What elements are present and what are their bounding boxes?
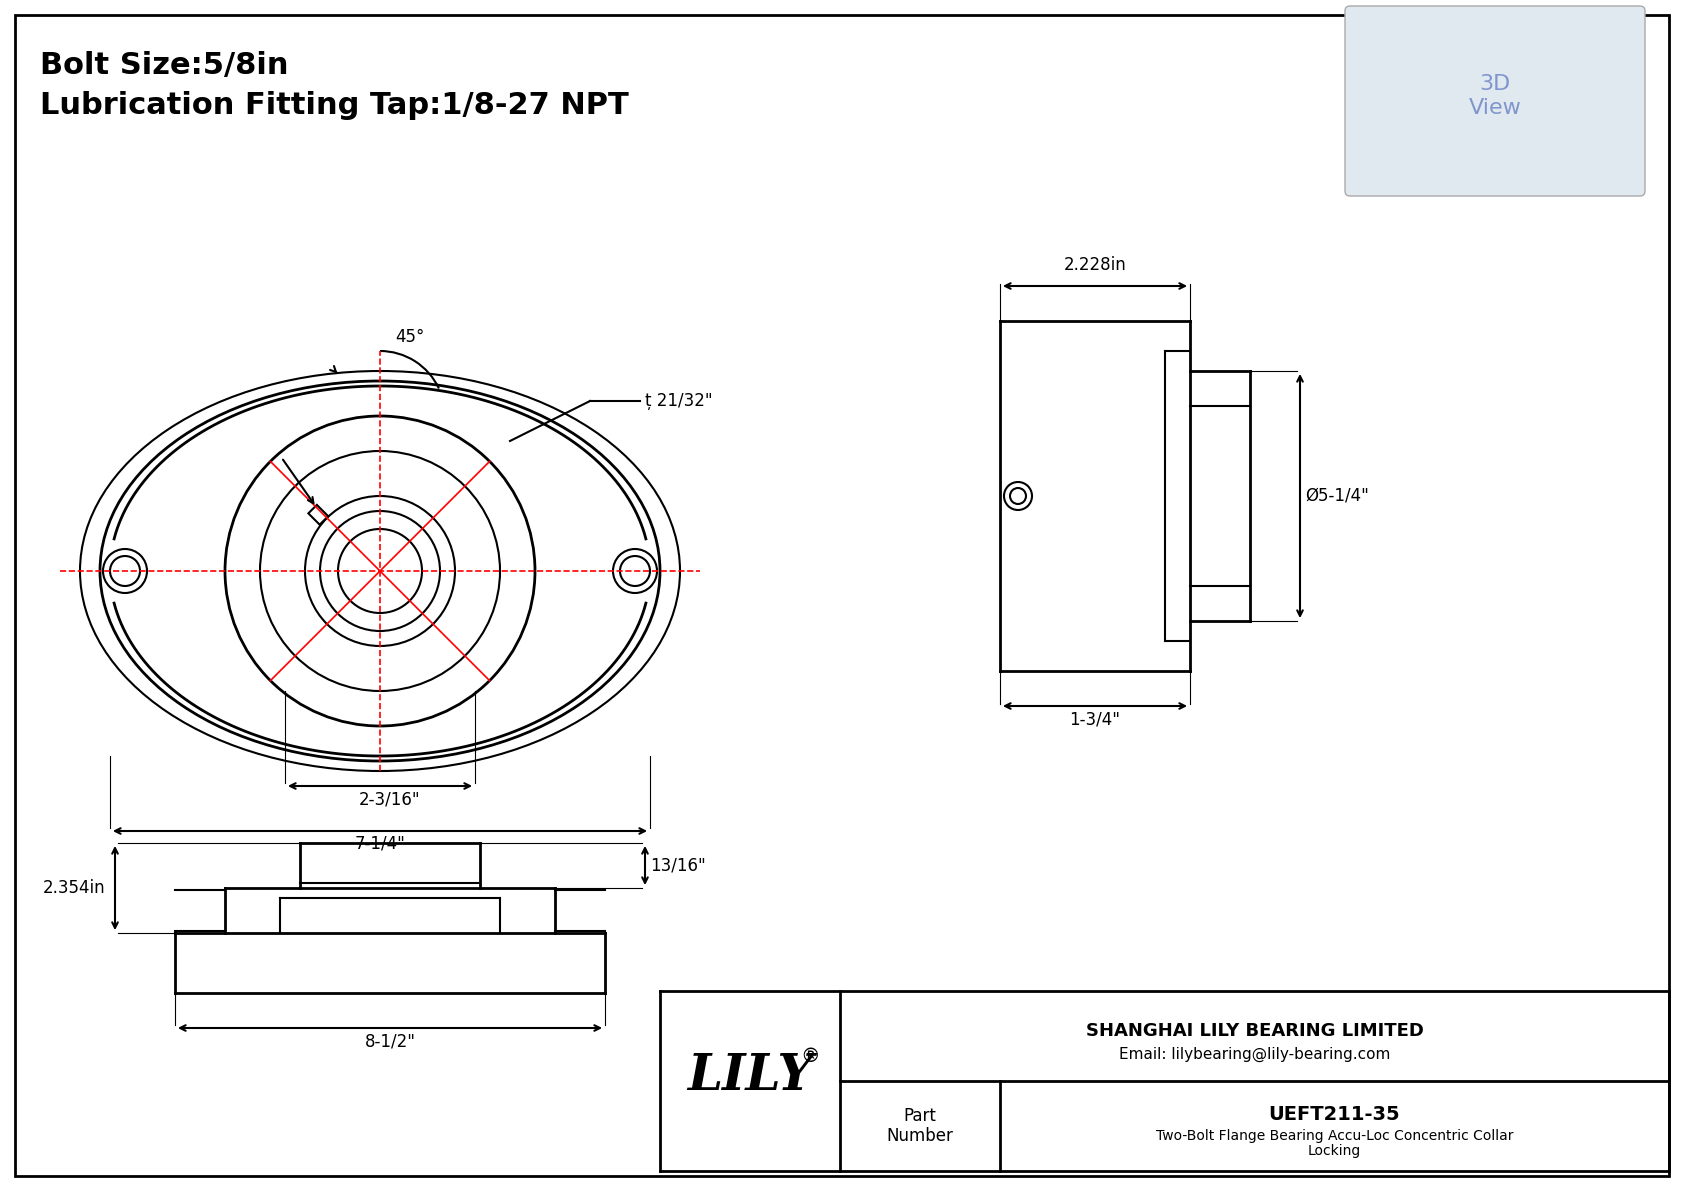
- Text: Bolt Size:5/8in: Bolt Size:5/8in: [40, 51, 288, 80]
- Text: ®: ®: [800, 1047, 820, 1066]
- Text: Two-Bolt Flange Bearing Accu-Loc Concentric Collar: Two-Bolt Flange Bearing Accu-Loc Concent…: [1155, 1129, 1514, 1143]
- Text: 7-1/4": 7-1/4": [355, 835, 406, 853]
- FancyBboxPatch shape: [1346, 6, 1645, 197]
- Text: 13/16": 13/16": [650, 856, 706, 874]
- Text: 8-1/2": 8-1/2": [364, 1031, 416, 1050]
- Text: 45°: 45°: [396, 328, 424, 347]
- Text: 2-3/16": 2-3/16": [359, 790, 421, 807]
- Text: LILY: LILY: [687, 1052, 813, 1100]
- Text: ț 21/32": ț 21/32": [645, 392, 712, 410]
- Text: 3D
View: 3D View: [1468, 74, 1521, 118]
- Text: Lubrication Fitting Tap:1/8-27 NPT: Lubrication Fitting Tap:1/8-27 NPT: [40, 91, 628, 120]
- Text: Ø5-1/4": Ø5-1/4": [1305, 487, 1369, 505]
- Text: SHANGHAI LILY BEARING LIMITED: SHANGHAI LILY BEARING LIMITED: [1086, 1022, 1423, 1040]
- Text: Locking: Locking: [1308, 1145, 1361, 1158]
- Text: 1-3/4": 1-3/4": [1069, 710, 1120, 728]
- Text: Part
Number: Part Number: [886, 1106, 953, 1146]
- Text: UEFT211-35: UEFT211-35: [1268, 1104, 1401, 1123]
- Text: 2.354in: 2.354in: [42, 879, 104, 897]
- Text: 2.228in: 2.228in: [1064, 256, 1127, 274]
- Bar: [308, 505, 328, 525]
- Text: Email: lilybearing@lily-bearing.com: Email: lilybearing@lily-bearing.com: [1118, 1047, 1391, 1061]
